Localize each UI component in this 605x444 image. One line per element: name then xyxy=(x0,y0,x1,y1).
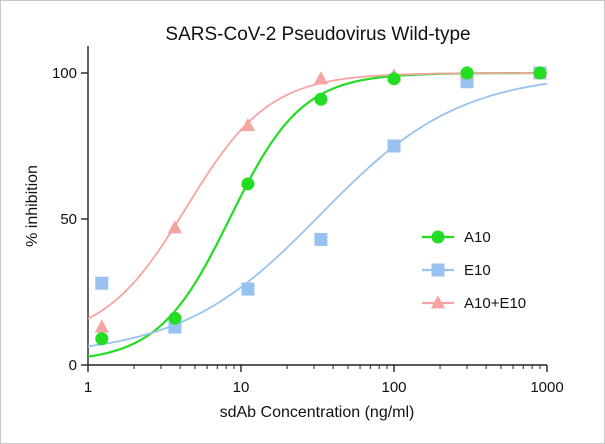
data-point-a10-0 xyxy=(95,332,109,346)
data-point-a10-4 xyxy=(387,72,401,86)
y-axis-label: % inhibition xyxy=(24,165,41,247)
axes xyxy=(87,46,547,366)
x-tick-label-100: 100 xyxy=(381,379,406,396)
ticks: 1 10 100 1000 0 50 100 xyxy=(52,65,564,396)
data-point-a10-5 xyxy=(460,66,474,80)
data-point-a10-1 xyxy=(168,311,182,325)
fit-curve-e10 xyxy=(87,82,548,348)
x-tick-label-1000: 1000 xyxy=(530,379,563,396)
data-point-e10-0 xyxy=(95,276,109,290)
y-tick-label-50: 50 xyxy=(60,211,77,228)
legend-label-a10-e10: A10+E10 xyxy=(464,295,526,312)
data-point-a10-e10-1 xyxy=(167,220,183,234)
legend-marker-a10-e10 xyxy=(430,295,446,309)
legend-label-e10: E10 xyxy=(464,262,491,279)
data-point-a10-2 xyxy=(241,177,255,191)
fit-curve-a10-e10 xyxy=(87,72,547,320)
data-point-e10-3 xyxy=(314,232,328,246)
data-point-a10-e10-2 xyxy=(240,117,256,132)
data-point-a10-6 xyxy=(533,66,547,80)
x-tick-label-1: 1 xyxy=(84,379,92,396)
legend-marker-a10 xyxy=(431,230,445,244)
legend: A10 E10 A10+E10 xyxy=(422,229,526,312)
data-point-a10-3 xyxy=(314,92,328,106)
x-tick-label-10: 10 xyxy=(233,379,250,396)
x-axis-label: sdAb Concentration (ng/ml) xyxy=(220,404,415,421)
data-point-a10-e10-0 xyxy=(94,319,109,333)
data-point-a10-e10-3 xyxy=(313,71,329,85)
data-points xyxy=(94,65,548,346)
legend-label-a10: A10 xyxy=(464,229,491,246)
chart-title: SARS-CoV-2 Pseudovirus Wild-type xyxy=(165,24,470,45)
fit-curves xyxy=(87,71,548,358)
y-tick-label-100: 100 xyxy=(52,65,77,82)
legend-marker-e10 xyxy=(431,263,445,277)
data-point-e10-4 xyxy=(387,139,401,153)
data-point-e10-2 xyxy=(241,282,255,296)
fit-curve-a10 xyxy=(87,71,548,358)
y-tick-label-0: 0 xyxy=(69,357,77,374)
